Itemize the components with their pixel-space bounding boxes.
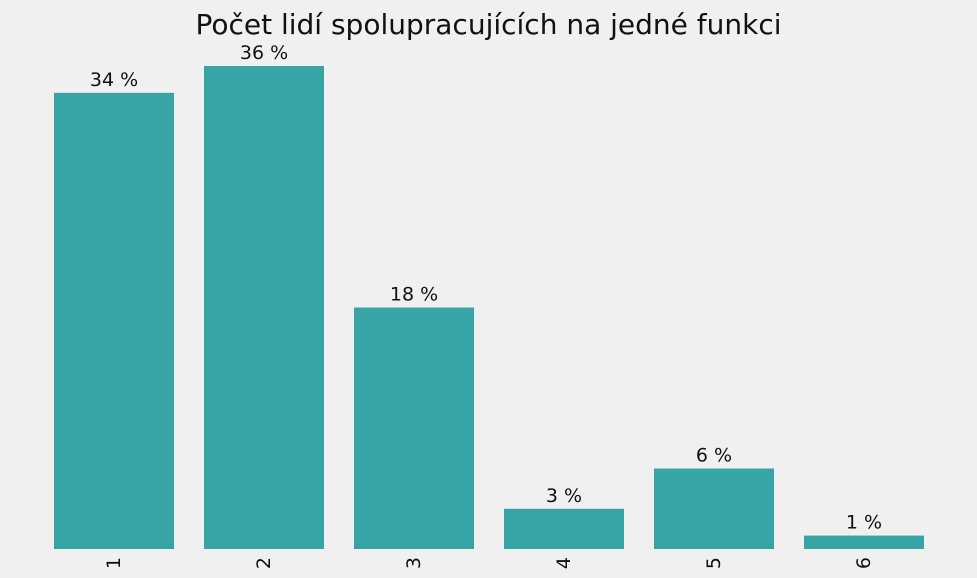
bar-1 <box>54 92 174 549</box>
bar-value-label-5: 6 % <box>696 445 732 467</box>
x-tick-label-5: 5 <box>703 557 725 569</box>
bar-value-label-2: 36 % <box>240 42 288 64</box>
bars-group <box>54 66 924 549</box>
bar-value-label-3: 18 % <box>390 284 438 306</box>
bar-3 <box>354 307 474 549</box>
bar-4 <box>504 508 624 549</box>
x-tick-labels-group: 1 2 3 4 5 6 <box>103 557 875 569</box>
bar-5 <box>654 468 774 549</box>
bar-6 <box>804 535 924 549</box>
bar-value-label-4: 3 % <box>546 485 582 507</box>
bar-2 <box>204 66 324 549</box>
x-tick-label-1: 1 <box>103 557 125 569</box>
x-tick-label-6: 6 <box>853 557 875 569</box>
bar-value-label-6: 1 % <box>846 512 882 534</box>
bar-value-label-1: 34 % <box>90 69 138 91</box>
x-tick-label-3: 3 <box>403 557 425 569</box>
chart-title: Počet lidí spolupracujících na jedné fun… <box>195 8 781 41</box>
x-tick-label-2: 2 <box>253 557 275 569</box>
x-tick-label-4: 4 <box>553 557 575 569</box>
bar-labels-group: 34 % 36 % 18 % 3 % 6 % 1 % <box>90 42 882 534</box>
